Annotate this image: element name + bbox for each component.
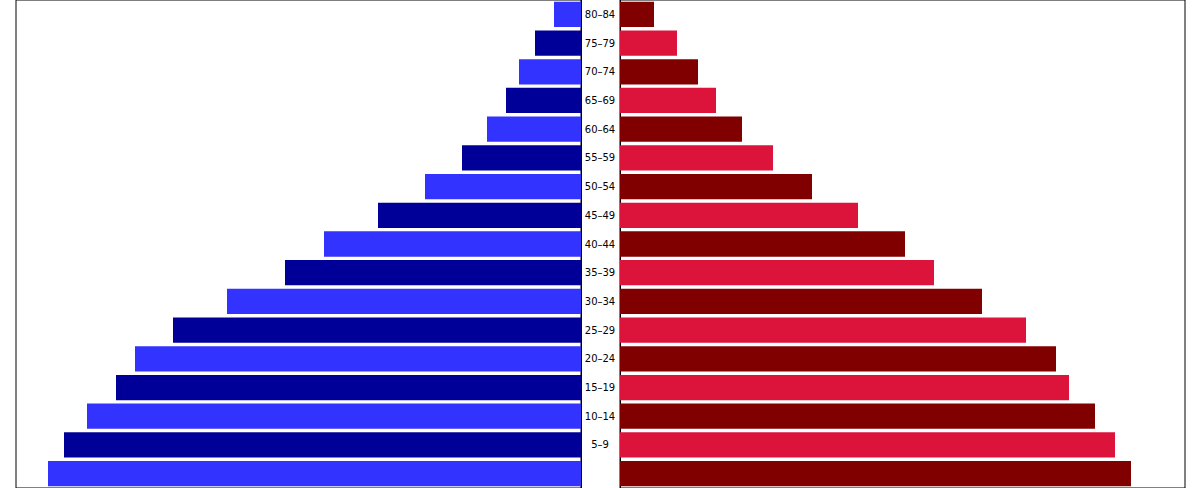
svg-text:15–19: 15–19 (585, 382, 615, 393)
svg-text:35–39: 35–39 (585, 267, 615, 278)
svg-text:20–24: 20–24 (585, 353, 615, 364)
svg-text:50–54: 50–54 (585, 181, 615, 192)
svg-text:10–14: 10–14 (585, 411, 615, 422)
svg-text:45–49: 45–49 (585, 210, 615, 221)
svg-text:60–64: 60–64 (585, 124, 615, 135)
svg-text:5–9: 5–9 (591, 439, 609, 450)
svg-text:80–84: 80–84 (585, 9, 615, 20)
svg-text:55–59: 55–59 (585, 152, 615, 163)
svg-text:30–34: 30–34 (585, 296, 615, 307)
svg-text:65–69: 65–69 (585, 95, 615, 106)
svg-text:75–79: 75–79 (585, 38, 615, 49)
svg-text:40–44: 40–44 (585, 239, 615, 250)
svg-text:70–74: 70–74 (585, 66, 615, 77)
svg-text:25–29: 25–29 (585, 325, 615, 336)
